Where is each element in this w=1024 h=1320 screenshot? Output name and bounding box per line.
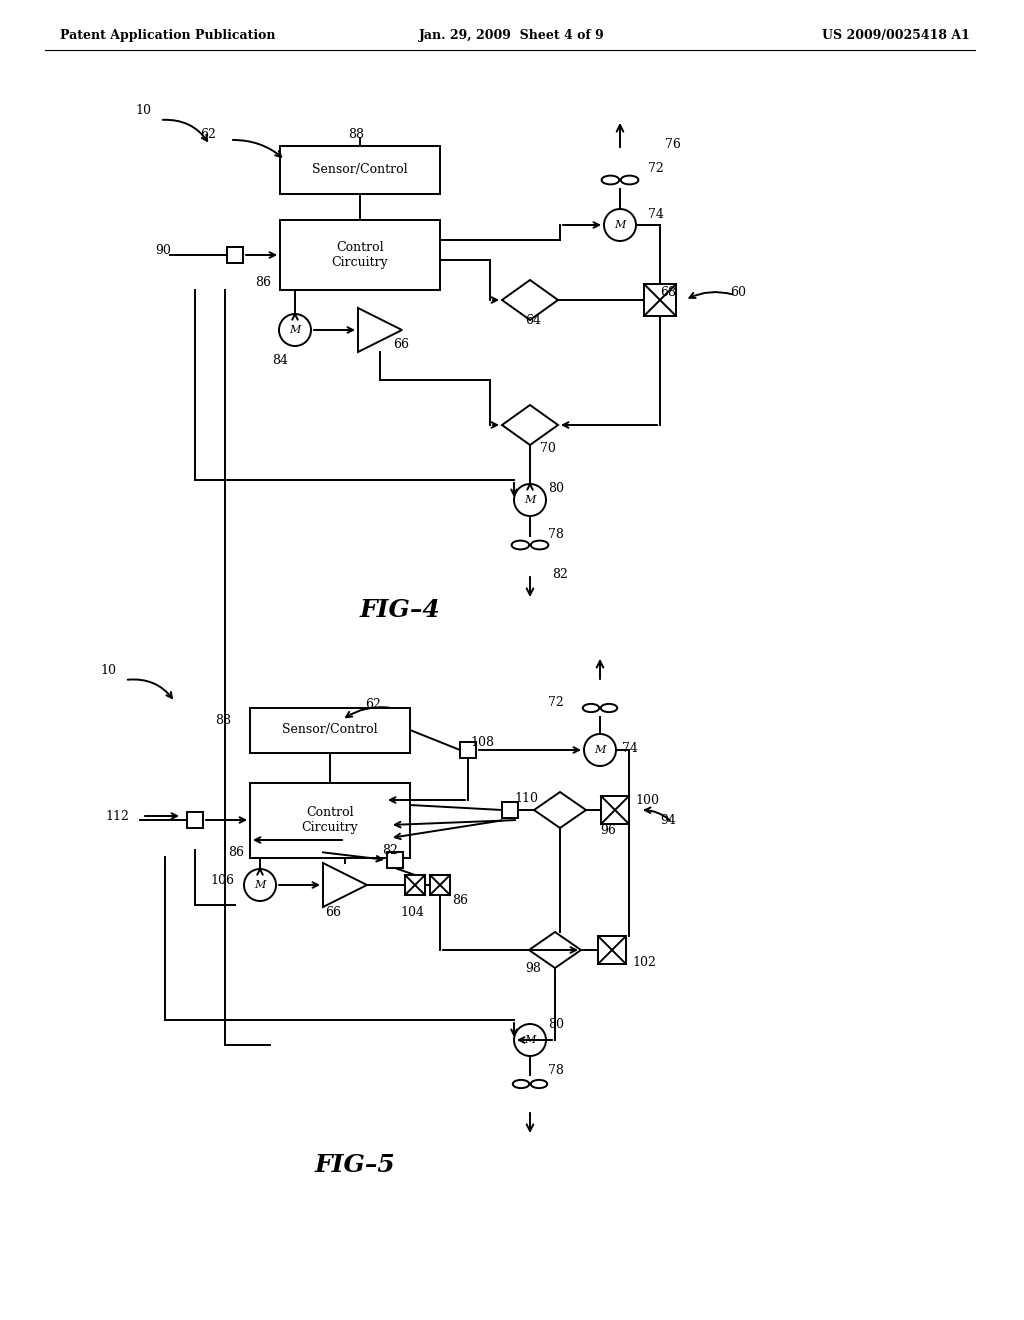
Text: 86: 86	[228, 846, 244, 858]
Polygon shape	[502, 280, 558, 319]
Text: 76: 76	[665, 139, 681, 152]
Circle shape	[514, 1024, 546, 1056]
Text: M: M	[524, 1035, 536, 1045]
Text: Control
Circuitry: Control Circuitry	[302, 807, 358, 834]
Circle shape	[604, 209, 636, 242]
Text: FIG–4: FIG–4	[359, 598, 440, 622]
Text: M: M	[524, 495, 536, 506]
Bar	[187, 812, 203, 828]
Text: M: M	[290, 325, 301, 335]
Text: 106: 106	[210, 874, 234, 887]
Polygon shape	[358, 308, 402, 352]
Ellipse shape	[583, 704, 599, 711]
Text: 60: 60	[730, 285, 746, 298]
Text: Sensor/Control: Sensor/Control	[283, 723, 378, 737]
Text: 72: 72	[648, 161, 664, 174]
Text: 68: 68	[660, 285, 676, 298]
Polygon shape	[323, 863, 367, 907]
Text: Sensor/Control: Sensor/Control	[312, 164, 408, 177]
Ellipse shape	[602, 176, 620, 185]
Ellipse shape	[601, 704, 617, 711]
Text: 108: 108	[470, 735, 494, 748]
Text: 88: 88	[348, 128, 364, 141]
Text: 80: 80	[548, 1019, 564, 1031]
Text: 86: 86	[452, 894, 468, 907]
Bar	[502, 803, 518, 818]
Polygon shape	[502, 405, 558, 445]
Text: 90: 90	[155, 243, 171, 256]
Bar	[430, 875, 450, 895]
Text: 70: 70	[540, 441, 556, 454]
Text: 62: 62	[365, 698, 381, 711]
Text: 96: 96	[600, 824, 615, 837]
Bar	[280, 147, 440, 194]
Polygon shape	[529, 932, 581, 968]
Text: 78: 78	[548, 528, 564, 540]
Bar	[644, 284, 676, 315]
Ellipse shape	[621, 176, 638, 185]
Text: FIG–5: FIG–5	[314, 1152, 395, 1177]
Circle shape	[514, 484, 546, 516]
Bar	[598, 936, 626, 964]
Text: M: M	[594, 744, 605, 755]
Ellipse shape	[530, 541, 549, 549]
Text: 102: 102	[632, 956, 656, 969]
Text: 82: 82	[552, 568, 568, 581]
Ellipse shape	[513, 1080, 529, 1088]
Text: 84: 84	[272, 354, 288, 367]
Text: Jan. 29, 2009  Sheet 4 of 9: Jan. 29, 2009 Sheet 4 of 9	[419, 29, 605, 41]
Text: 112: 112	[105, 809, 129, 822]
Ellipse shape	[530, 1080, 547, 1088]
Text: Patent Application Publication: Patent Application Publication	[60, 29, 275, 41]
Text: 74: 74	[648, 209, 664, 222]
Ellipse shape	[512, 541, 529, 549]
Bar	[250, 708, 410, 752]
Text: 72: 72	[548, 696, 564, 709]
Text: 80: 80	[548, 482, 564, 495]
Text: 110: 110	[514, 792, 538, 804]
Text: 66: 66	[393, 338, 409, 351]
Text: M: M	[614, 220, 626, 230]
Text: 100: 100	[635, 793, 659, 807]
Bar	[250, 783, 410, 858]
Bar	[406, 875, 425, 895]
Text: 88: 88	[215, 714, 231, 726]
Polygon shape	[534, 792, 586, 828]
Text: 74: 74	[622, 742, 638, 755]
Text: 10: 10	[100, 664, 116, 676]
Text: Control
Circuitry: Control Circuitry	[332, 242, 388, 269]
Bar	[460, 742, 476, 758]
Circle shape	[244, 869, 276, 902]
Text: 66: 66	[325, 906, 341, 919]
Bar	[227, 247, 243, 263]
Text: 94: 94	[660, 813, 676, 826]
Bar	[601, 796, 629, 824]
Text: 82: 82	[382, 843, 398, 857]
Bar	[387, 851, 403, 869]
Text: 62: 62	[200, 128, 216, 141]
Text: 98: 98	[525, 961, 541, 974]
Bar	[280, 220, 440, 290]
Text: 10: 10	[135, 103, 151, 116]
Text: US 2009/0025418 A1: US 2009/0025418 A1	[822, 29, 970, 41]
Text: 64: 64	[525, 314, 541, 326]
Text: 86: 86	[255, 276, 271, 289]
Circle shape	[584, 734, 616, 766]
Text: 104: 104	[400, 906, 424, 919]
Circle shape	[279, 314, 311, 346]
Text: 78: 78	[548, 1064, 564, 1077]
Text: M: M	[254, 880, 265, 890]
